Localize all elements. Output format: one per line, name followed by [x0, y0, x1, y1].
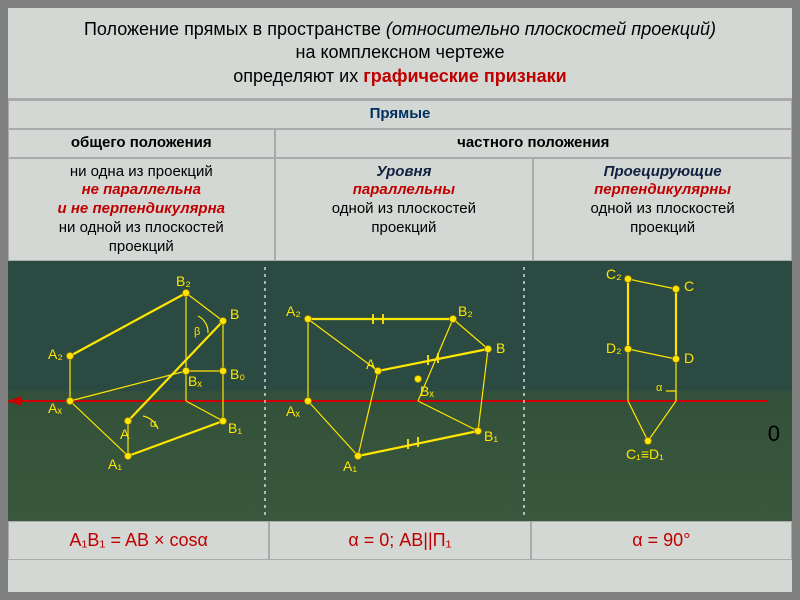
svg-text:α: α: [656, 382, 663, 394]
svg-text:B₁: B₁: [228, 420, 242, 436]
col-particular: частного положения: [275, 129, 792, 158]
svg-text:β: β: [194, 326, 200, 338]
header-l1a: Положение прямых в пространстве: [84, 19, 386, 39]
main-frame: Положение прямых в пространстве (относит…: [8, 8, 792, 592]
c3-l3: одной из плоскостей: [540, 200, 785, 219]
diagram-svg: A₂ B₂ B B₀ Bₓ Aₓ A A₁ B₁ α β: [8, 261, 792, 521]
svg-text:A: A: [120, 426, 130, 442]
c2-l3: одной из плоскостей: [282, 200, 527, 219]
axis-arrow: [8, 396, 22, 406]
col-general: общего положения: [8, 129, 275, 158]
figure-projecting: C₂ C D₂ D α C₁≡D₁: [606, 266, 694, 462]
c2-l1: Уровня: [282, 163, 527, 182]
svg-text:Bₓ: Bₓ: [420, 383, 434, 399]
formula-2: α = 0; AB||П₁: [269, 521, 530, 560]
svg-text:A: A: [366, 356, 376, 372]
svg-text:D₂: D₂: [606, 340, 622, 356]
row-lines: Прямые: [8, 100, 792, 129]
svg-text:A₂: A₂: [286, 303, 301, 319]
lines-title: Прямые: [8, 100, 792, 129]
c3-l2: перпендикулярны: [540, 181, 785, 200]
c3-l4: проекций: [540, 219, 785, 238]
c1-l3: и не перпендикулярна: [15, 200, 268, 219]
svg-text:A₁: A₁: [343, 458, 357, 474]
header-line3: определяют их графические признаки: [24, 65, 776, 88]
row-position-types: общего положения частного положения: [8, 129, 792, 158]
formula-1: A₁B₁ = AB × cosα: [8, 521, 269, 560]
svg-text:α: α: [150, 418, 157, 430]
c3-l1: Проецирующие: [540, 163, 785, 182]
c1-l1: ни одна из проекций: [15, 163, 268, 182]
header-l1b: (относительно плоскостей проекций): [386, 19, 716, 39]
c1-l2: не параллельна: [15, 181, 268, 200]
desc-general: ни одна из проекций не параллельна и не …: [8, 158, 275, 262]
header-l2: на комплексном чертеже: [24, 41, 776, 64]
c1-l4: ни одной из плоскостей: [15, 219, 268, 238]
row-descriptions: ни одна из проекций не параллельна и не …: [8, 158, 792, 262]
c2-l2: параллельны: [282, 181, 527, 200]
svg-text:Aₓ: Aₓ: [286, 403, 300, 419]
svg-text:A₂: A₂: [48, 346, 63, 362]
c1-l5: проекций: [15, 238, 268, 257]
svg-text:B: B: [230, 306, 239, 322]
svg-text:Bₓ: Bₓ: [188, 373, 202, 389]
svg-text:C₂: C₂: [606, 266, 622, 282]
svg-text:B₁: B₁: [484, 428, 498, 444]
svg-text:B: B: [496, 340, 505, 356]
svg-text:C₁≡D₁: C₁≡D₁: [626, 446, 664, 462]
desc-level: Уровня параллельны одной из плоскостей п…: [275, 158, 534, 262]
svg-text:D: D: [684, 350, 694, 366]
c2-l4: проекций: [282, 219, 527, 238]
header-l3a: определяют их: [233, 66, 363, 86]
svg-text:A₁: A₁: [108, 456, 122, 472]
figure-general: A₂ B₂ B B₀ Bₓ Aₓ A A₁ B₁ α β: [48, 273, 245, 472]
header-l3b: графические признаки: [363, 66, 566, 86]
formula-row: A₁B₁ = AB × cosα α = 0; AB||П₁ α = 90°: [8, 521, 792, 560]
svg-text:C: C: [684, 278, 694, 294]
svg-text:B₂: B₂: [176, 273, 191, 289]
desc-projecting: Проецирующие перпендикулярны одной из пл…: [533, 158, 792, 262]
diagram-area: A₂ B₂ B B₀ Bₓ Aₓ A A₁ B₁ α β: [8, 261, 792, 521]
axis-zero: 0: [768, 421, 780, 447]
figure-level: A₂ B₂ B A Bₓ Aₓ A₁ B₁: [286, 303, 505, 474]
header-block: Положение прямых в пространстве (относит…: [8, 8, 792, 100]
header-line1: Положение прямых в пространстве (относит…: [24, 18, 776, 41]
formula-3: α = 90°: [531, 521, 792, 560]
svg-text:Aₓ: Aₓ: [48, 400, 62, 416]
svg-text:B₀: B₀: [230, 366, 245, 382]
svg-text:B₂: B₂: [458, 303, 473, 319]
